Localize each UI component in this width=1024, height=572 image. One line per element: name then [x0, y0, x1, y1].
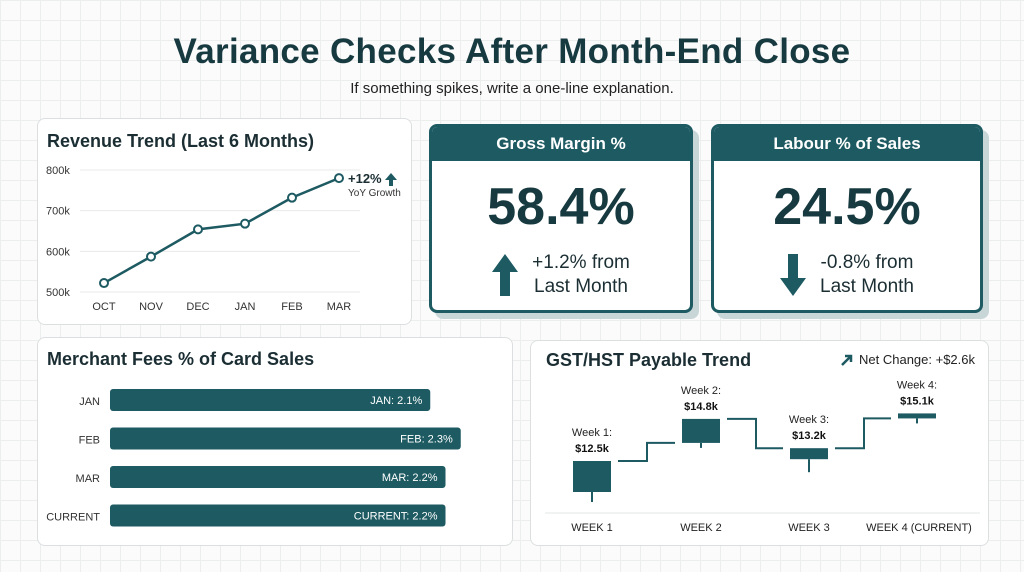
kpi-title: Gross Margin % — [432, 127, 690, 161]
kpi-value: 24.5% — [773, 178, 921, 236]
labour-kpi: Labour % of Sales 24.5% -0.8% from Last M… — [711, 124, 983, 313]
page-title: Variance Checks After Month-End Close — [173, 32, 851, 71]
revenue-trend-title: Revenue Trend (Last 6 Months) — [47, 131, 315, 151]
page-subtitle: If something spikes, write a one-line ex… — [350, 80, 674, 97]
kpi-change: -0.8% from — [820, 252, 914, 273]
kpi-title: Labour % of Sales — [714, 127, 980, 161]
arrow-up-icon — [492, 254, 519, 296]
merchant-fees-title: Merchant Fees % of Card Sales — [47, 349, 315, 369]
gst-title: GST/HST Payable Trend — [546, 350, 752, 370]
arrow-down-icon — [780, 254, 806, 296]
merchant-fees-card: Merchant Fees % of Card Sales — [37, 337, 513, 546]
gst-card: GST/HST Payable Trend Net Change: +$2.6k — [530, 340, 989, 546]
kpi-change: +1.2% from — [532, 252, 630, 273]
arrow-up-right-icon — [841, 354, 853, 366]
net-change: Net Change: +$2.6k — [859, 352, 975, 367]
kpi-change-period: Last Month — [534, 276, 628, 297]
kpi-change-period: Last Month — [820, 276, 914, 297]
gross-margin-kpi: Gross Margin % 58.4% +1.2% from Last Mont… — [429, 124, 693, 313]
kpi-value: 58.4% — [487, 178, 635, 236]
